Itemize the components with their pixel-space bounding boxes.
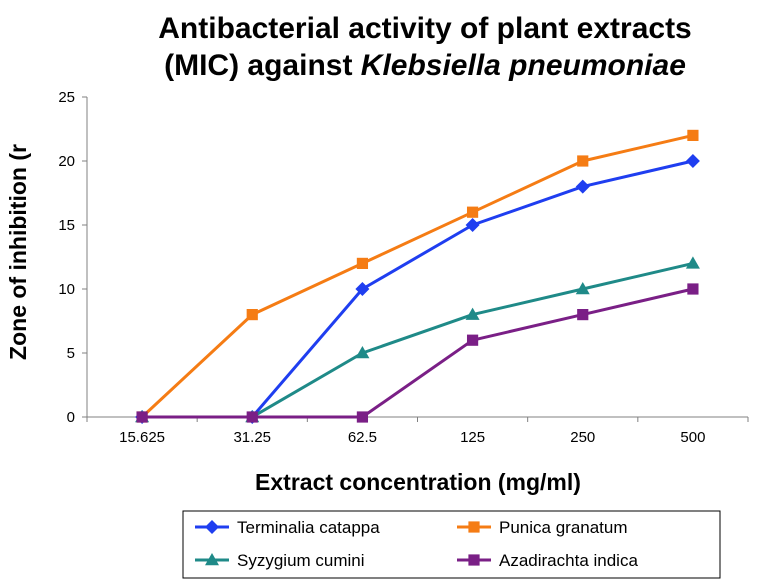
y-tick-label: 15 [58, 217, 75, 234]
data-point [355, 346, 370, 359]
chart-title-line2: (MIC) against Klebsiella pneumoniae [164, 49, 686, 82]
data-point [356, 411, 369, 423]
y-tick-label: 5 [67, 345, 75, 362]
legend-entry: Azadirachta indica [457, 551, 638, 570]
legend-label: Syzygium cumini [237, 551, 365, 570]
x-tick-label: 31.25 [233, 429, 271, 446]
series-terminalia-catappa [135, 154, 700, 424]
series-syzygium-cumini [135, 256, 700, 423]
data-point [136, 411, 148, 423]
legend: Terminalia catappa Punica granatum Syzygiu… [195, 518, 638, 570]
x-tick-label: 15.625 [119, 429, 165, 446]
legend-marker [205, 520, 219, 534]
series-layer [135, 129, 700, 424]
chart-title-prefix: (MIC) against [164, 49, 361, 82]
data-point [246, 411, 258, 423]
data-point [685, 256, 700, 269]
data-point [685, 154, 700, 168]
chart-title-italic: Klebsiella pneumoniae [361, 49, 686, 82]
x-axis-title: Extract concentration (mg/ml) [255, 469, 581, 495]
y-tick-label: 20 [58, 153, 75, 170]
data-point [466, 206, 479, 218]
x-tick-label: 500 [680, 429, 705, 446]
legend-entry: Terminalia catappa [195, 518, 380, 537]
legend-marker [205, 553, 219, 566]
series-azadirachta-indica [136, 283, 699, 423]
data-point [465, 307, 480, 320]
y-tick-label: 0 [67, 409, 75, 426]
data-point [577, 155, 589, 167]
y-axis-ticks: 0 5 10 15 20 25 [58, 89, 87, 426]
legend-marker [468, 521, 480, 533]
y-axis-title: Zone of inhibition (r [5, 144, 31, 360]
legend-label: Punica granatum [499, 518, 628, 537]
data-point [575, 282, 590, 295]
data-point [246, 309, 258, 321]
data-point [466, 334, 479, 346]
x-tick-label: 62.5 [348, 429, 377, 446]
data-point [465, 218, 480, 232]
series-line [141, 133, 694, 419]
data-point [356, 257, 369, 269]
x-tick-label: 125 [460, 429, 485, 446]
chart-title-line1: Antibacterial activity of plant extracts [158, 12, 692, 45]
legend-label: Terminalia catappa [237, 518, 380, 537]
y-tick-label: 25 [58, 89, 75, 106]
legend-box [182, 510, 721, 579]
data-point [687, 283, 699, 295]
legend-marker [468, 554, 480, 566]
legend-label: Azadirachta indica [499, 551, 638, 570]
legend-entry: Syzygium cumini [195, 551, 365, 570]
data-point [575, 179, 590, 194]
data-point [577, 309, 589, 321]
y-tick-label: 10 [58, 281, 75, 298]
x-tick-label: 250 [570, 429, 595, 446]
data-point [355, 282, 370, 296]
legend-entry: Punica granatum [457, 518, 628, 537]
x-axis-ticks: 15.625 31.25 62.5 125 250 500 [86, 417, 749, 446]
data-point [687, 129, 699, 141]
series-line [142, 287, 694, 419]
